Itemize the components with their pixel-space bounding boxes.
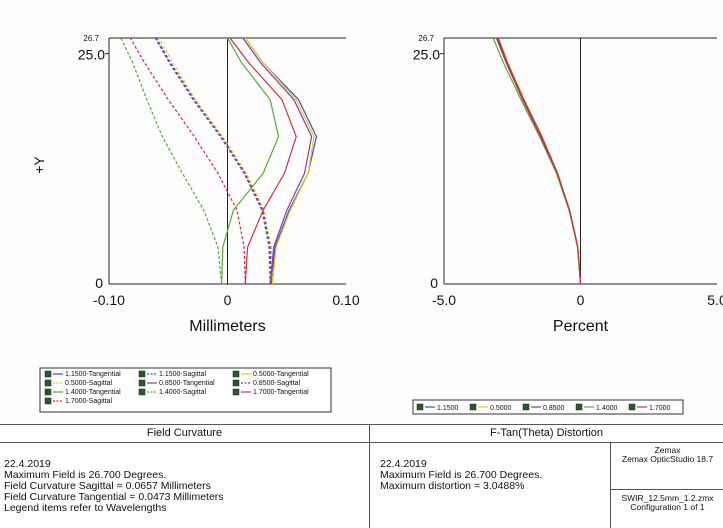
info-date: 22.4.2019 — [380, 458, 427, 470]
y-tick-label: 0 — [430, 275, 438, 291]
vendor-version: Zemax OpticStudio 18.7 — [621, 454, 714, 464]
field-curvature-legend: 1.1500-Tangential 1.1500-Sagittal 0.5000-T… — [39, 367, 332, 413]
distortion-legend: 1.1500 0.5000 0.8500 1.4000 1.7000 — [412, 399, 684, 415]
legend-entry-1-7000-sagittal: 1.7000-Sagittal — [65, 398, 113, 405]
legend-entry-0-5000-sagittal: 0.5000-Sagittal — [65, 380, 113, 387]
series-0-5000-sagittal — [158, 37, 274, 285]
x-axis-label: Percent — [553, 318, 609, 335]
legend-swatch — [575, 403, 583, 411]
vendor-name: Zemax — [654, 445, 681, 455]
series-1-4000-tangential — [221, 37, 280, 285]
legend-swatch — [628, 403, 636, 411]
legend-swatch — [469, 403, 477, 411]
distortion-header: F-Tan(Theta) Distortion — [370, 425, 723, 443]
info-max-field: Maximum Field is 26.700 Degrees. — [380, 469, 543, 481]
info-max-distortion: Maximum distortion = 3.0488% — [380, 480, 525, 492]
x-axis-label: Millimeters — [189, 318, 265, 335]
legend-frame — [39, 367, 332, 413]
y-max-label: 26.7 — [83, 34, 99, 43]
legend-swatch — [44, 370, 52, 378]
series-1-1500-sagittal — [155, 37, 272, 285]
x-tick-label: -5.0 — [432, 292, 456, 308]
configuration: Configuration 1 of 1 — [630, 502, 705, 512]
info-date: 22.4.2019 — [4, 458, 51, 470]
series-1-7000-sagittal — [129, 37, 246, 285]
legend-swatch — [138, 370, 146, 378]
legend-swatch — [138, 388, 146, 396]
legend-frame — [412, 399, 684, 415]
x-tick-label: 0 — [224, 292, 232, 308]
series-0-5000-tangential — [244, 37, 315, 285]
series-1-1500-tangential — [244, 37, 318, 285]
legend-entry-1-1500-sagittal: 1.1500-Sagittal — [159, 371, 207, 378]
x-tick-label: 5.0 — [707, 292, 723, 308]
x-tick-label: 0.10 — [332, 292, 359, 308]
legend-entry-1-4000: 1.4000 — [596, 405, 618, 412]
legend-swatch — [232, 379, 240, 387]
legend-entry-1-1500-tangential: 1.1500-Tangential — [65, 371, 121, 378]
legend-entry-1-1500: 1.1500 — [437, 405, 459, 412]
legend-swatch — [522, 403, 530, 411]
legend-entry-1-4000-tangential: 1.4000-Tangential — [65, 389, 121, 396]
legend-swatch — [232, 388, 240, 396]
series-1-4000-sagittal — [120, 37, 223, 285]
series-1-7000-tangential — [229, 37, 297, 285]
y-tick-label: 25.0 — [413, 47, 440, 63]
legend-entry-0-5000: 0.5000 — [490, 405, 512, 412]
field-curvature-info: Field Curvature 22.4.2019 Maximum Field … — [0, 425, 370, 528]
legend-swatch — [416, 403, 424, 411]
box-divider — [611, 489, 723, 490]
legend-swatch — [44, 379, 52, 387]
legend-entry-1-7000: 1.7000 — [649, 405, 671, 412]
legend-entry-0-8500-sagittal: 0.8500-Sagittal — [253, 380, 301, 387]
legend-entry-0-5000-tangential: 0.5000-Tangential — [253, 371, 309, 378]
info-max-field: Maximum Field is 26.700 Degrees. — [4, 469, 167, 481]
info-sagittal: Field Curvature Sagittal = 0.0657 Millim… — [4, 480, 211, 492]
info-legend-note: Legend items refer to Wavelengths — [4, 502, 167, 514]
y-tick-label: 0 — [95, 275, 103, 291]
info-panel: Field Curvature 22.4.2019 Maximum Field … — [0, 424, 723, 528]
distortion-text: 22.4.2019 Maximum Field is 26.700 Degree… — [380, 459, 542, 492]
y-axis-label: +Y — [31, 156, 47, 174]
series-0-8500-sagittal — [154, 37, 271, 285]
field-curvature-text: 22.4.2019 Maximum Field is 26.700 Degree… — [4, 459, 224, 514]
field-curvature-header: Field Curvature — [0, 425, 369, 443]
series-1-7000 — [495, 37, 582, 285]
y-tick-label: 25.0 — [78, 47, 105, 63]
series-0-5000 — [498, 37, 582, 285]
legend-entry-0-8500-tangential: 0.8500-Tangential — [159, 380, 215, 387]
distortion-info: F-Tan(Theta) Distortion 22.4.2019 Maximu… — [370, 425, 723, 528]
series-0-8500 — [497, 37, 582, 285]
y-max-label: 26.7 — [418, 34, 434, 43]
x-tick-label: 0 — [577, 292, 585, 308]
info-tangential: Field Curvature Tangential = 0.0473 Mill… — [4, 491, 224, 503]
legend-swatch — [44, 397, 52, 405]
legend-entry-0-8500: 0.8500 — [543, 405, 565, 412]
file-name: SWIR_12.5mm_1.2.zmx — [621, 493, 714, 503]
legend-entry-1-7000-tangential: 1.7000-Tangential — [253, 389, 309, 396]
series-1-4000 — [492, 37, 582, 285]
series-0-8500-tangential — [242, 37, 313, 285]
legend-swatch — [44, 388, 52, 396]
zemax-box: Zemax Zemax OpticStudio 18.7 SWIR_12.5mm… — [610, 442, 723, 528]
legend-swatch — [138, 379, 146, 387]
legend-entry-1-4000-sagittal: 1.4000-Sagittal — [159, 389, 207, 396]
x-tick-label: -0.10 — [93, 292, 125, 308]
legend-swatch — [232, 370, 240, 378]
